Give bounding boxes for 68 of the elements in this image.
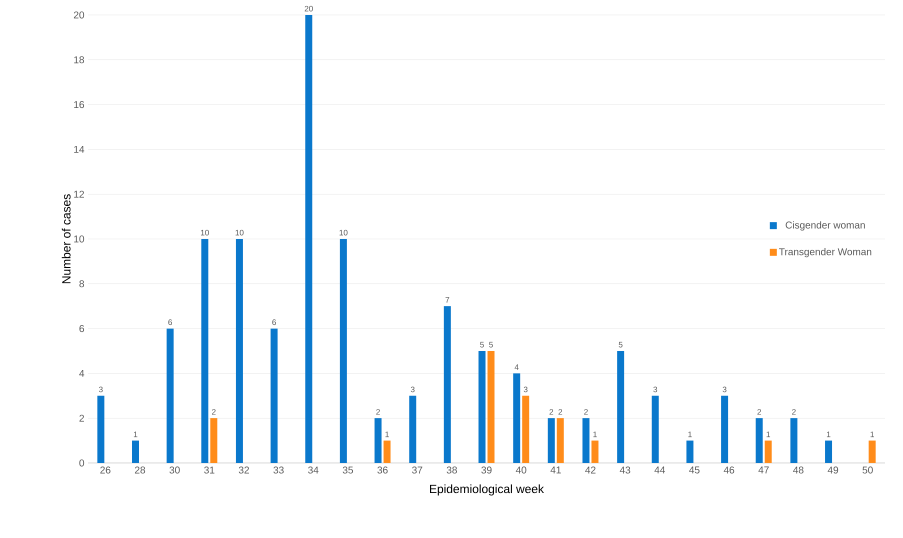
bar [582, 418, 590, 463]
bar [617, 350, 624, 463]
x-axis-title: Epidemiological week [430, 484, 544, 496]
x-tick-label: 33 [273, 466, 284, 474]
bar [488, 350, 495, 463]
bar [236, 238, 243, 463]
bar [409, 396, 416, 463]
x-tick-label: 35 [342, 466, 354, 474]
bar [756, 418, 763, 463]
x-tick-label: 38 [446, 466, 457, 474]
bar [444, 306, 451, 463]
bar [384, 440, 391, 463]
bar [548, 418, 555, 463]
x-tick-label: 45 [689, 466, 700, 474]
x-tick-label: 40 [516, 466, 526, 474]
x-tick-label: 48 [793, 466, 804, 474]
bar [686, 440, 694, 463]
x-tick-label: 41 [550, 466, 561, 474]
bar [868, 440, 876, 463]
x-tick-label: 34 [308, 466, 318, 474]
bar [652, 396, 659, 463]
x-tick-label: 42 [585, 466, 596, 474]
x-tick-label: 50 [862, 466, 873, 474]
bar [513, 373, 520, 463]
y-tick-label: 12 [74, 190, 84, 198]
x-tick-label: 37 [412, 466, 422, 474]
bar [270, 328, 278, 463]
y-tick-label: 10 [74, 235, 84, 243]
x-tick-label: 46 [724, 466, 734, 474]
bar [201, 238, 208, 463]
y-tick-label: 4 [79, 370, 84, 377]
y-tick-label: 14 [74, 146, 84, 153]
bar [374, 418, 382, 463]
y-tick-label: 8 [79, 280, 84, 288]
bar [591, 440, 598, 463]
x-tick-label: 47 [758, 466, 769, 474]
x-tick-label: 44 [654, 466, 666, 474]
bar [721, 396, 728, 463]
bar [340, 238, 347, 463]
x-tick-label: 49 [828, 466, 838, 474]
bar [522, 396, 530, 463]
x-tick-label: 31 [204, 466, 214, 474]
x-tick-label: 43 [620, 466, 630, 474]
x-tick-label: 28 [134, 466, 146, 474]
y-tick-label: 16 [74, 101, 84, 108]
x-tick-label: 26 [100, 466, 110, 474]
y-tick-label: 20 [74, 11, 84, 19]
bar [764, 440, 772, 463]
bar [305, 14, 312, 463]
bar [210, 418, 218, 463]
y-axis-title: Number of cases [62, 194, 71, 284]
legend-label: Transgender Woman [779, 248, 872, 258]
bar [132, 440, 139, 463]
y-tick-label: 18 [74, 56, 84, 64]
legend-label: Cisgender woman [786, 221, 865, 231]
bar [790, 418, 798, 463]
y-tick-label: 6 [79, 325, 84, 332]
bar [825, 440, 832, 463]
x-tick-label: 36 [377, 466, 388, 474]
y-tick-label: 0 [79, 459, 84, 467]
bar [556, 418, 564, 463]
x-tick-label: 39 [481, 466, 492, 474]
y-tick-label: 2 [79, 414, 84, 422]
x-tick-label: 32 [238, 466, 249, 474]
x-tick-label: 30 [169, 466, 180, 474]
bar [478, 350, 486, 463]
bar [166, 328, 174, 463]
bar [97, 396, 104, 463]
